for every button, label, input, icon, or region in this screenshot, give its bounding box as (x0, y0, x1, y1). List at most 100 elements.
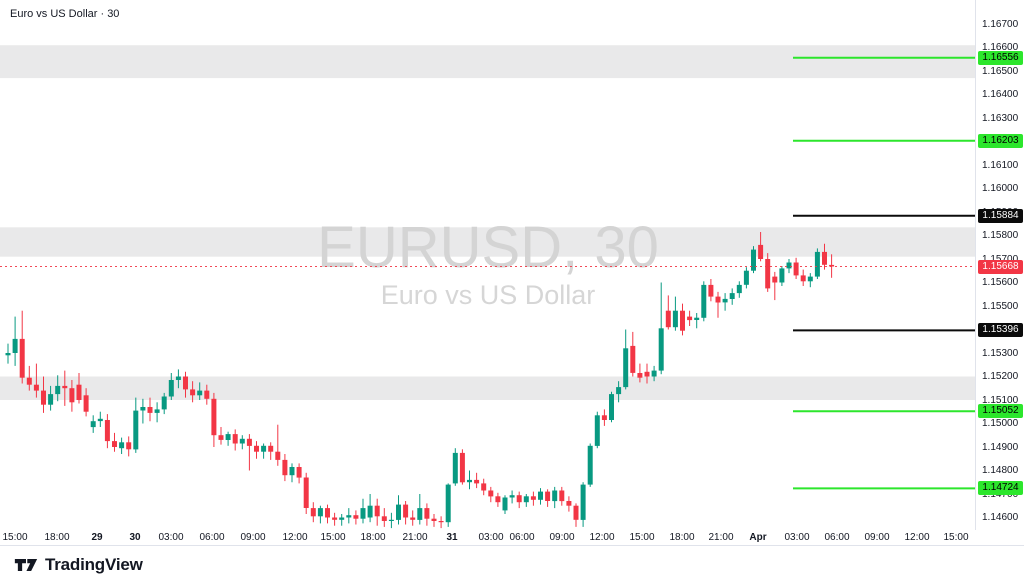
candle-body (119, 442, 125, 449)
time-axis[interactable]: 15:00 18:00 29 30 03:00 06:00 09:00 12:00 15:00 1… (0, 530, 1024, 545)
candle-body (76, 384, 82, 400)
x-axis-tick: 03:00 (478, 532, 504, 543)
candle-body (388, 519, 394, 521)
y-axis-tick: 1.14800 (982, 465, 1019, 476)
supply-demand-zone[interactable] (0, 45, 975, 79)
candle-body (758, 244, 764, 259)
candle-body (246, 438, 252, 446)
candle-body (332, 517, 338, 520)
candle-body (175, 376, 181, 380)
supply-demand-zone[interactable] (0, 227, 975, 257)
supply-demand-zone[interactable] (0, 376, 975, 401)
y-axis-tick: 1.16000 (982, 183, 1019, 194)
footer-bar: TradingView (0, 545, 1024, 582)
candle-body (396, 504, 401, 520)
candle-body (772, 276, 778, 283)
x-axis-tick: 06:00 (824, 532, 850, 543)
candle-body (623, 348, 629, 388)
y-axis-tick: 1.14900 (982, 441, 1019, 453)
candle-body (651, 370, 657, 377)
candle-body (403, 504, 409, 518)
candle-body (296, 467, 302, 478)
candle-body (665, 310, 671, 328)
price-line-badge: 1.16556 (978, 50, 1023, 65)
candle-body (765, 259, 771, 289)
x-axis-tick: 15:00 (629, 532, 655, 543)
candle-body (829, 264, 835, 267)
candle-body (793, 262, 799, 276)
candle-body (672, 310, 678, 328)
candle-body (502, 497, 508, 511)
candle-body (779, 268, 785, 283)
price-axis[interactable]: 1.16700 1.16600 1.16500 1.16400 1.16300 1.162… (975, 0, 1024, 530)
candle-body (190, 389, 196, 396)
candle-body (55, 385, 61, 395)
y-axis-tick: 1.15600 (982, 277, 1019, 288)
x-axis-tick: 18:00 (669, 532, 695, 543)
candle-body (609, 394, 614, 420)
tradingview-mark-icon (14, 558, 38, 571)
candle-body (523, 496, 529, 503)
candle-body (133, 410, 139, 450)
y-axis-tick: 1.15100 (982, 394, 1019, 406)
x-axis-tick: 09:00 (549, 532, 575, 543)
x-axis-tick: 12:00 (904, 532, 930, 543)
candle-body (800, 275, 806, 282)
candle-body (225, 434, 231, 440)
candle-body (367, 505, 373, 518)
candle-body (261, 445, 267, 452)
x-axis-tick: 15:00 (2, 532, 28, 543)
y-axis-tick: 1.14600 (982, 512, 1019, 523)
candle-body (211, 398, 217, 436)
candle-body (587, 445, 593, 485)
candle-body (481, 483, 487, 491)
candle-body (97, 418, 103, 422)
candle-body (722, 298, 728, 303)
candle-body (424, 508, 430, 519)
y-axis-tick: 1.16500 (982, 65, 1019, 77)
candle-body (268, 445, 274, 452)
chart-pane[interactable]: EURUSD, 30 Euro vs US Dollar Euro vs US … (0, 0, 975, 530)
candle-body (204, 390, 210, 399)
candle-body (83, 395, 89, 412)
x-axis-tick: 18:00 (44, 532, 70, 543)
y-axis-tick: 1.16400 (982, 89, 1019, 100)
candle-body (374, 505, 380, 517)
candle-body (751, 249, 756, 271)
candle-body (708, 284, 714, 297)
candle-body (431, 518, 437, 521)
tradingview-logo[interactable]: TradingView (14, 555, 143, 575)
watermark-symbol: EURUSD, 30 (317, 215, 659, 280)
candlestick-chart[interactable]: EURUSD, 30 Euro vs US Dollar (0, 0, 975, 530)
candle-body (282, 459, 288, 476)
candle-body (19, 338, 25, 378)
candle-body (516, 495, 522, 503)
candle-body (438, 521, 444, 523)
candle-body (658, 328, 664, 371)
x-axis-tick: 12:00 (282, 532, 308, 543)
watermark-subtitle: Euro vs US Dollar (381, 280, 596, 310)
x-axis-tick: 21:00 (402, 532, 428, 543)
candle-body (701, 284, 707, 318)
x-axis-tick: 29 (91, 532, 103, 543)
supply-demand-zones[interactable] (0, 45, 975, 400)
candle-body (381, 516, 387, 521)
y-axis-tick: 1.15500 (982, 300, 1019, 312)
candle-body (552, 490, 558, 502)
x-axis-tick: 18:00 (360, 532, 386, 543)
candle-body (161, 396, 167, 410)
candle-body (559, 490, 565, 502)
candle-body (339, 517, 345, 520)
tradingview-brand-text: TradingView (45, 554, 143, 574)
x-axis-tick: 15:00 (320, 532, 346, 543)
candle-body (183, 376, 188, 390)
price-alert-lines[interactable] (793, 56, 975, 490)
candle-body (488, 490, 494, 497)
x-axis-tick: 09:00 (864, 532, 890, 543)
candle-body (417, 508, 423, 520)
candle-body (538, 491, 543, 500)
candle-body (474, 479, 480, 484)
x-axis-tick: 03:00 (158, 532, 184, 543)
candle-body (33, 384, 39, 391)
